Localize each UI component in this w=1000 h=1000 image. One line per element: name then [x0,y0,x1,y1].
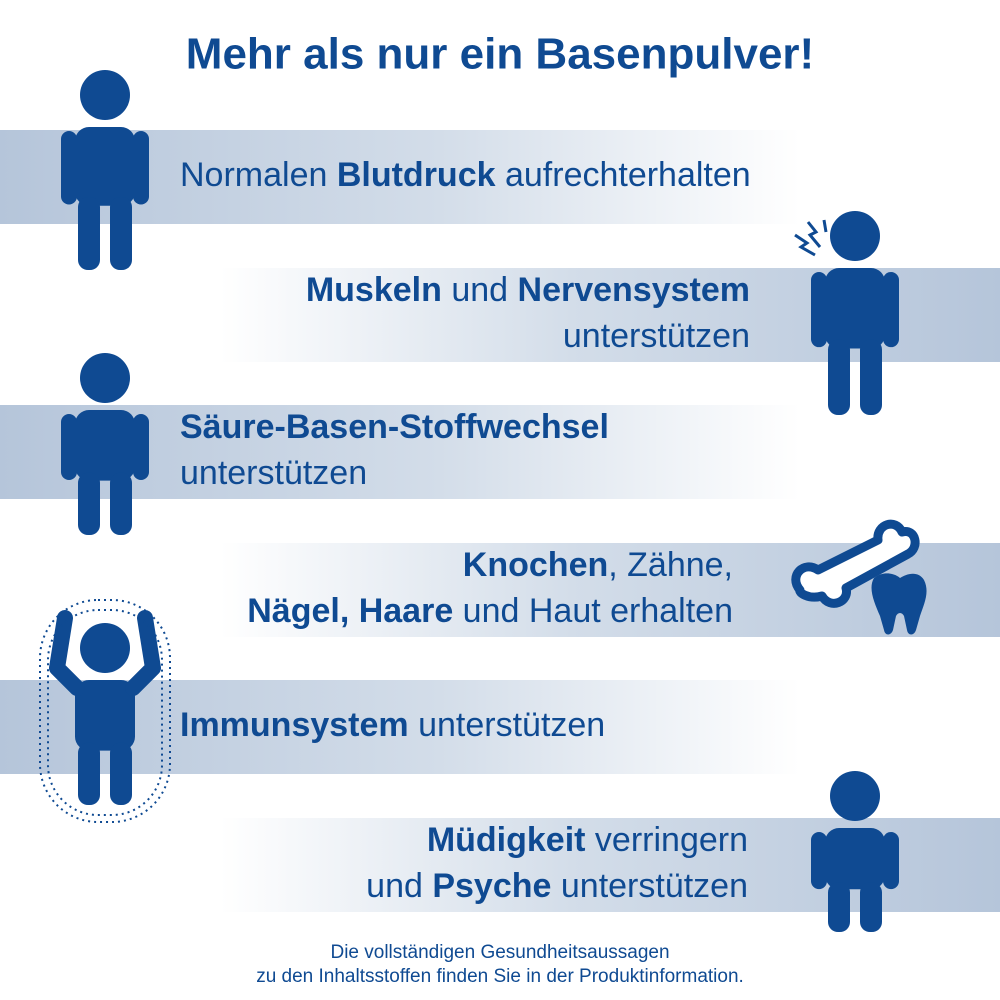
item-text: Immunsystem [180,706,409,744]
arm [133,131,149,205]
footer-line: zu den Inhaltsstoffen finden Sie in der … [256,966,744,987]
leg [110,472,132,535]
item-text: unterstützen [551,867,748,905]
leg [860,882,882,932]
person-icon [61,353,149,535]
footer-line: Die vollständigen Gesundheitsaussagen [330,942,669,963]
texts: Normalen Blutdruck aufrechterhalten Muske… [180,156,751,905]
arm [811,272,827,348]
item-text: Knochen [463,546,608,584]
head [80,70,130,120]
item-line: unterstützen [180,454,367,492]
leg [110,742,132,805]
item-line: Knochen, Zähne, [463,546,733,584]
item-text: Nervensystem [518,271,750,309]
item-line: Säure-Basen-Stoffwechsel [180,408,609,446]
item-text: unterstützen [563,317,750,355]
leg [828,882,850,932]
item-text: Nägel, Haare [247,592,453,630]
torso [825,828,885,890]
item-line: Normalen Blutdruck aufrechterhalten [180,156,751,194]
torso [75,410,135,481]
torso [75,127,135,206]
torso [825,268,885,349]
item-text: aufrechterhalten [496,156,751,194]
head [830,211,880,261]
head [80,623,130,673]
bone-icon [791,519,920,608]
arm [61,131,77,205]
item-text: Muskeln [306,271,442,309]
item-line: unterstützen [563,317,750,355]
arm [883,832,899,890]
item-line: Immunsystem unterstützen [180,706,605,744]
item-text: unterstützen [180,454,367,492]
item-line: Muskeln und Nervensystem [306,271,750,309]
item-text: verringern [585,821,748,859]
tooth-icon [871,573,927,635]
item-text: und [442,271,518,309]
item-text: , Zähne, [608,546,733,584]
item-text: Blutdruck [337,156,496,194]
item-line: und Psyche unterstützen [366,867,748,905]
arm [133,414,149,480]
leg [78,472,100,535]
arms [49,610,85,696]
aura [39,599,171,823]
arm [61,414,77,480]
item-text: Psyche [432,867,551,905]
footer: Die vollständigen Gesundheitsaussagen zu … [256,942,744,987]
leg [110,197,132,270]
item-text: und Haut erhalten [453,592,733,630]
torso [75,680,135,751]
pain-lines [794,219,828,257]
item-text: Säure-Basen-Stoffwechsel [180,408,609,446]
icons [39,70,927,932]
leg [860,339,882,415]
item-line: Müdigkeit verringern [427,821,748,859]
head [830,771,880,821]
leg [78,197,100,270]
item-text: unterstützen [409,706,606,744]
person-icon [61,70,149,270]
item-text: und [366,867,432,905]
arm [883,272,899,348]
leg [828,339,850,415]
leg [78,742,100,805]
title: Mehr als nur ein Basenpulver! [186,30,814,79]
aura [47,609,163,816]
item-text: Müdigkeit [427,821,586,859]
arm [811,832,827,890]
item-line: Nägel, Haare und Haut erhalten [247,592,733,630]
person-icon [811,211,899,415]
head [80,353,130,403]
person-icon [49,610,161,805]
item-text: Normalen [180,156,337,194]
arms [125,610,161,696]
person-icon [811,771,899,932]
